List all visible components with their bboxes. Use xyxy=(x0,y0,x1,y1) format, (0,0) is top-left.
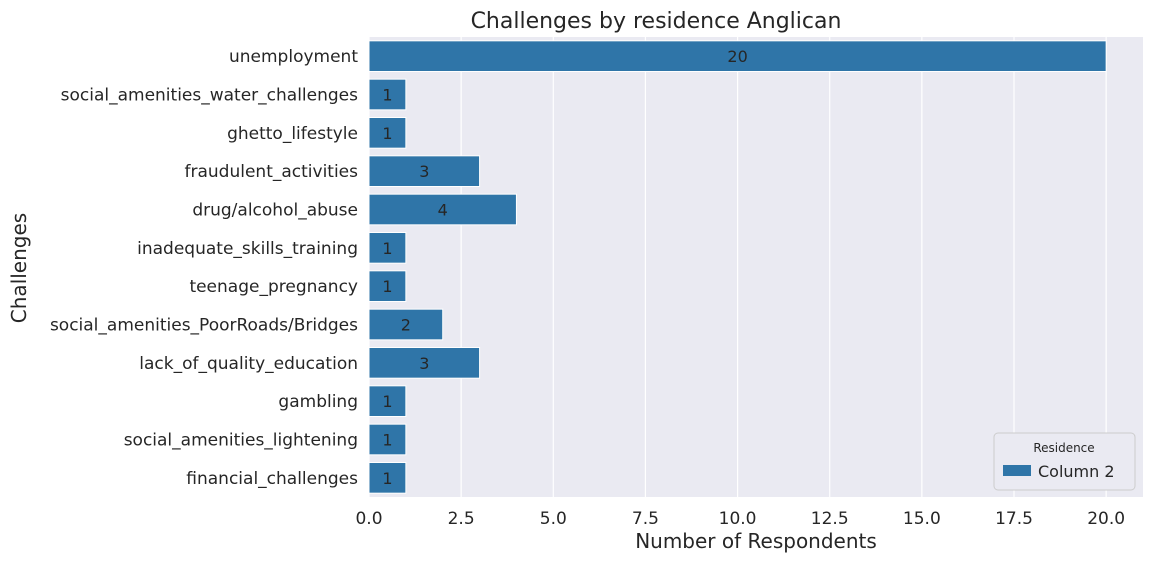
x-tick-label: 0.0 xyxy=(355,509,382,529)
bar-value-label: 2 xyxy=(401,316,411,335)
gridlines xyxy=(368,37,1107,497)
bar xyxy=(368,423,407,456)
y-tick-label: gambling xyxy=(278,392,358,412)
x-axis-label: Number of Respondents xyxy=(635,529,877,553)
bar xyxy=(368,270,407,303)
bar xyxy=(368,193,517,226)
y-tick-label: ghetto_lifestyle xyxy=(227,124,358,144)
y-tick-label: drug/alcohol_abuse xyxy=(192,201,358,221)
bar xyxy=(368,347,481,379)
y-tick-label: inadequate_skills_training xyxy=(137,239,358,259)
y-tick-label: fraudulent_activities xyxy=(185,162,359,182)
x-tick-label: 12.5 xyxy=(811,509,849,529)
y-tick-label: social_amenities_water_challenges xyxy=(61,86,359,106)
bar xyxy=(368,40,1107,72)
bar-value-label: 1 xyxy=(382,431,392,450)
x-tick-label: 7.5 xyxy=(632,509,659,529)
legend-swatch xyxy=(1003,465,1031,476)
bar xyxy=(368,155,481,187)
bar-value-label: 1 xyxy=(382,469,392,488)
legend-entry: Column 2 xyxy=(1038,462,1115,481)
x-tick-label: 17.5 xyxy=(995,509,1033,529)
y-tick-label: social_amenities_lightening xyxy=(124,431,358,451)
y-tick-label: unemployment xyxy=(229,47,358,67)
bar xyxy=(368,232,407,264)
x-tick-label: 20.0 xyxy=(1087,509,1125,529)
y-tick-labels: unemployment social_amenities_water_chall… xyxy=(50,47,358,489)
bar xyxy=(368,308,444,341)
bar-value-label: 1 xyxy=(382,277,392,296)
y-tick-label: lack_of_quality_education xyxy=(139,354,358,374)
bar-value-label: 1 xyxy=(382,239,392,258)
bar-value-label: 20 xyxy=(727,47,747,66)
bars xyxy=(368,40,1107,494)
bar-value-label: 3 xyxy=(419,354,429,373)
x-tick-labels: 0.0 2.5 5.0 7.5 10.0 12.5 15.0 17.5 20.0 xyxy=(355,509,1125,529)
chart-title: Challenges by residence Anglican xyxy=(471,9,842,34)
bar-value-label: 3 xyxy=(419,162,429,181)
x-tick-label: 15.0 xyxy=(903,509,941,529)
bar-value-label: 1 xyxy=(382,124,392,143)
legend: Residence Column 2 xyxy=(993,432,1136,491)
bar-value-label: 4 xyxy=(438,201,448,220)
plot-area xyxy=(369,37,1143,497)
bar-value-label: 1 xyxy=(382,392,392,411)
bar xyxy=(368,117,407,149)
x-tick-label: 10.0 xyxy=(719,509,757,529)
y-tick-label: financial_challenges xyxy=(186,469,358,489)
bar xyxy=(368,78,407,111)
x-tick-label: 2.5 xyxy=(448,509,475,529)
bar-value-label: 1 xyxy=(382,86,392,105)
y-tick-label: teenage_pregnancy xyxy=(189,277,358,297)
bar xyxy=(368,385,407,418)
y-axis-label: Challenges xyxy=(7,213,31,323)
legend-title: Residence xyxy=(1033,441,1094,455)
bar xyxy=(368,462,407,494)
x-tick-label: 5.0 xyxy=(540,509,567,529)
y-tick-label: social_amenities_PoorRoads/Bridges xyxy=(50,316,358,336)
